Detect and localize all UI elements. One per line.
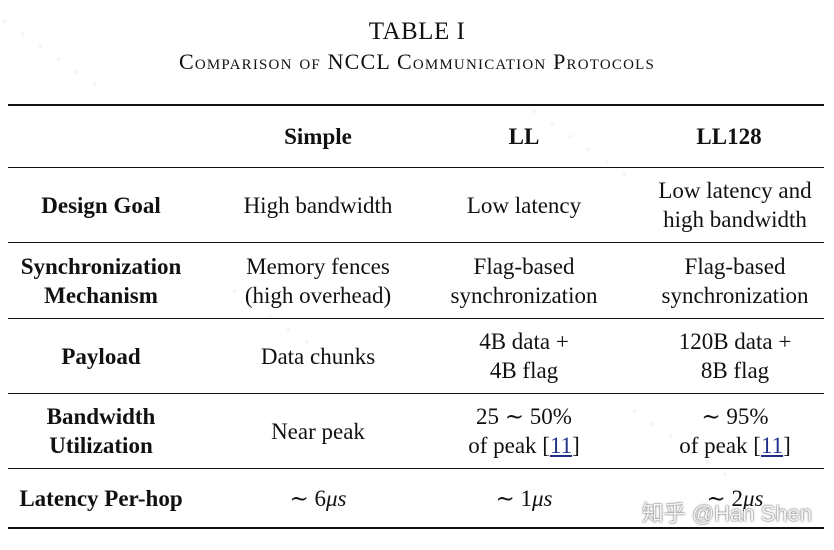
citation-link[interactable]: 11 [549, 433, 573, 458]
cell-line: ∼ 2μs [706, 484, 763, 513]
cell-line: 120B data + [678, 329, 792, 354]
cell-text: ∼ 6 [289, 485, 327, 511]
cell-text: ∼ 2 [706, 485, 744, 511]
row-label-line: Design Goal [41, 192, 161, 218]
cell-line: high bandwidth [663, 207, 807, 232]
row-rule-3 [8, 393, 824, 394]
cell-payload-ll128: 120B data + 8B flag [624, 319, 834, 393]
cell-bandwidth-ll128: ∼ 95% of peak [11] [624, 394, 834, 468]
cell-line: (high overhead) [244, 282, 392, 308]
row-label-line: Utilization [49, 433, 153, 458]
cell-latency-ll128: ∼ 2μs [624, 469, 834, 527]
cell-text: ∼ 1 [495, 485, 533, 511]
cell-text: of peak [ [679, 433, 761, 458]
cell-line: Data chunks [260, 343, 376, 369]
cell-bandwidth-ll: 25 ∼ 50% of peak [11] [424, 394, 624, 468]
cell-design-goal-simple: High bandwidth [212, 168, 424, 242]
cell-latency-ll: ∼ 1μs [424, 469, 624, 527]
row-label-line: Latency Per-hop [19, 485, 183, 511]
cell-line: 4B data + [479, 329, 569, 354]
citation-link[interactable]: 11 [760, 433, 784, 458]
cell-line: Memory fences [246, 253, 390, 279]
table-caption-title: TABLE I [368, 18, 466, 45]
row-label-latency-per-hop: Latency Per-hop [0, 469, 202, 527]
author-watermark: 知乎 @Han Shen [641, 501, 812, 526]
cell-line: synchronization [661, 282, 809, 308]
cell-line: of peak [11] [679, 431, 791, 460]
row-label-line: Bandwidth [46, 404, 156, 429]
header-cell-simple: Simple [284, 124, 352, 149]
unit-text: μs [532, 485, 553, 511]
cell-line: High bandwidth [243, 192, 393, 218]
cell-line: Near peak [271, 418, 365, 444]
cell-line: 25 ∼ 50% [476, 404, 572, 429]
cell-line: Low latency and [658, 178, 812, 203]
row-rule-4 [8, 468, 824, 469]
row-rule-1 [8, 242, 824, 243]
cell-latency-simple: ∼ 6μs [212, 469, 424, 527]
header-cell-empty [8, 106, 194, 167]
cell-line: 8B flag [700, 358, 770, 383]
cell-bandwidth-simple: Near peak [212, 394, 424, 468]
cell-payload-simple: Data chunks [212, 319, 424, 393]
cell-line: of peak [11] [468, 431, 580, 460]
row-label-line: Payload [61, 343, 141, 369]
row-label-line: Mechanism [44, 282, 158, 308]
cell-line: ∼ 95% [701, 404, 769, 429]
cell-text: ] [572, 433, 580, 458]
cell-design-goal-ll: Low latency [424, 168, 624, 242]
header-rule [8, 167, 824, 168]
cell-line: 4B flag [489, 358, 559, 383]
cell-line: Flag-based [684, 253, 786, 279]
cell-sync-simple: Memory fences (high overhead) [212, 243, 424, 318]
bottom-rule [8, 527, 824, 529]
row-label-line: Synchronization [20, 253, 182, 279]
header-cell-ll128: LL128 [696, 124, 762, 149]
unit-text: μs [743, 485, 764, 511]
table-caption-subtitle: Comparison of NCCL Communication Protoco… [178, 49, 656, 74]
row-label-synchronization-mechanism: Synchronization Mechanism [0, 243, 202, 318]
cell-payload-ll: 4B data + 4B flag [424, 319, 624, 393]
cell-line: ∼ 1μs [495, 484, 552, 513]
top-rule [8, 104, 824, 106]
cell-line: ∼ 6μs [289, 484, 346, 513]
header-cell-ll: LL [508, 124, 540, 149]
row-label-payload: Payload [8, 319, 194, 393]
cell-sync-ll128: Flag-based synchronization [624, 243, 834, 318]
row-label-design-goal: Design Goal [8, 168, 194, 242]
cell-line: synchronization [450, 282, 598, 308]
cell-design-goal-ll128: Low latency and high bandwidth [624, 168, 834, 242]
cell-text: of peak [ [468, 433, 550, 458]
row-label-bandwidth-utilization: Bandwidth Utilization [8, 394, 194, 468]
cell-line: Flag-based [473, 253, 575, 279]
row-rule-2 [8, 318, 824, 319]
cell-line: Low latency [466, 192, 582, 218]
cell-text: ] [783, 433, 791, 458]
cell-sync-ll: Flag-based synchronization [424, 243, 624, 318]
unit-text: μs [326, 485, 347, 511]
